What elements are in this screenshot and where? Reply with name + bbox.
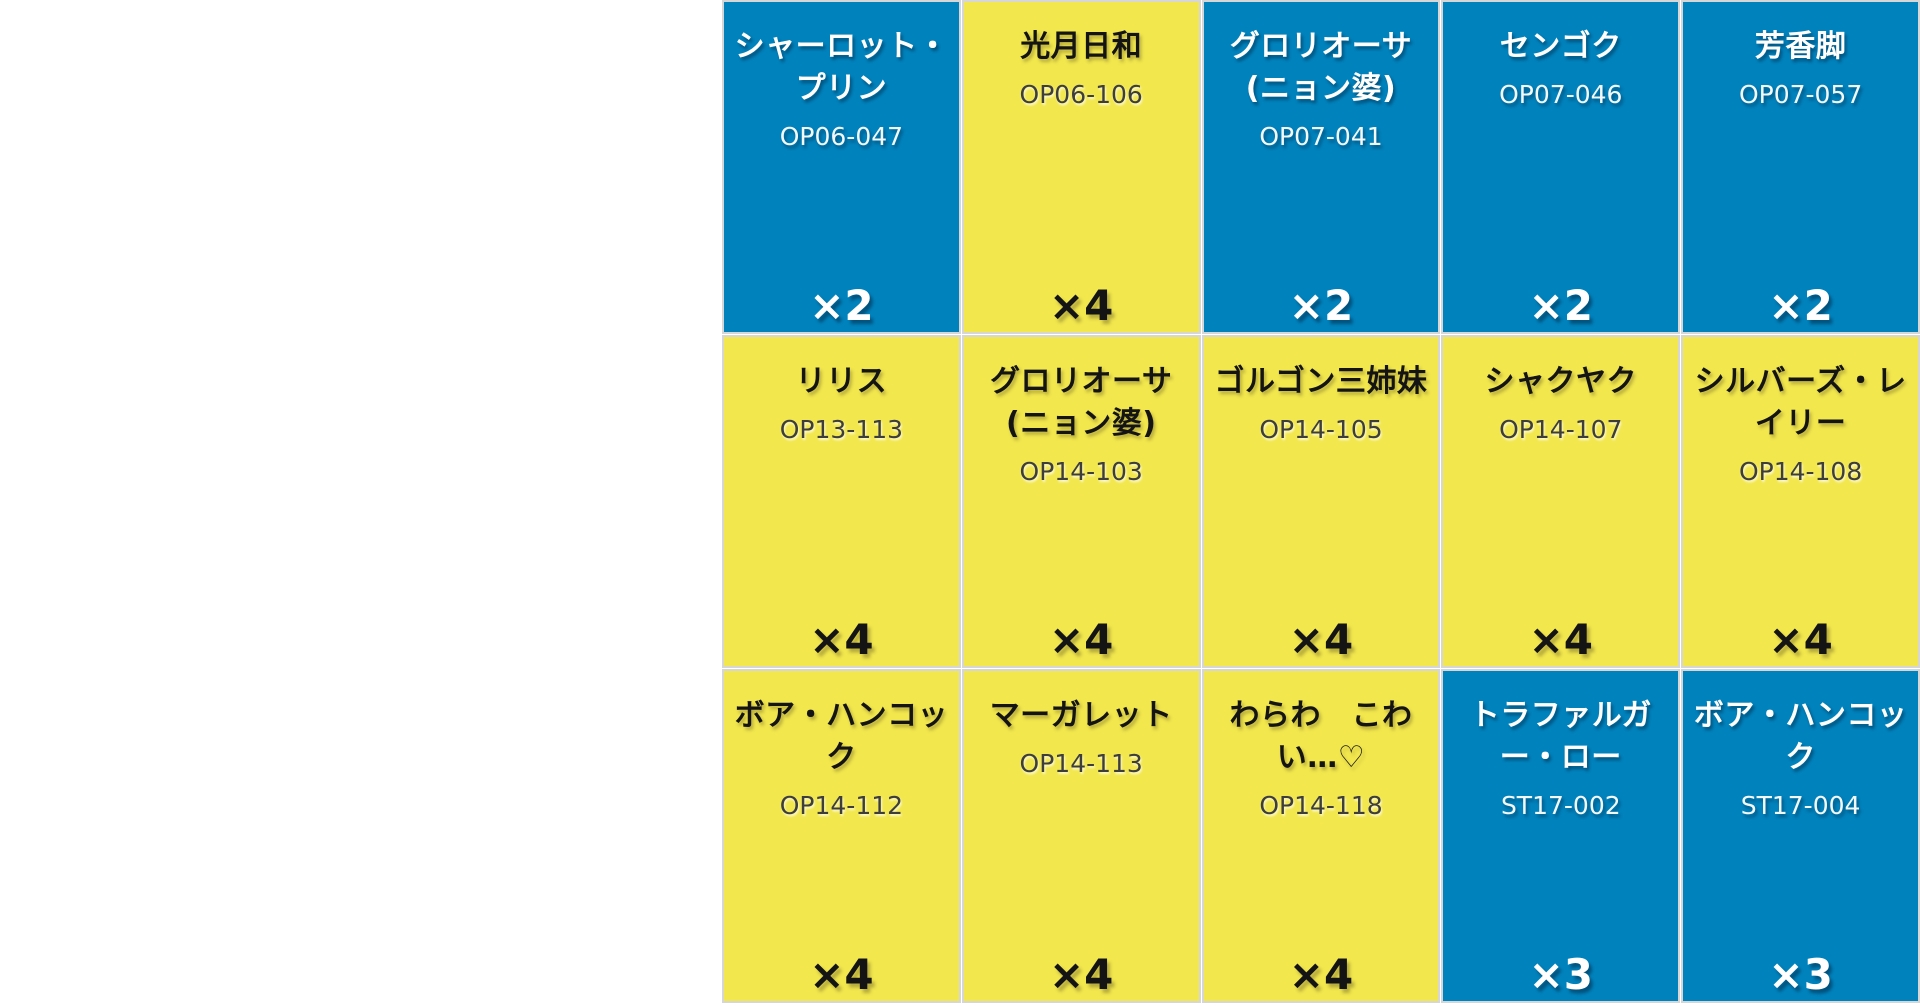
card-name: シャクヤク	[1484, 363, 1638, 399]
card-tile[interactable]: ボア・ハンコック ST17-004 ×3	[1681, 669, 1920, 1003]
card-name: グロリオーサ(ニョン婆)	[1229, 29, 1413, 106]
card-count: ×4	[1768, 615, 1833, 665]
card-count: ×2	[1288, 280, 1354, 330]
card-tile[interactable]: ゴルゴン三姉妹 OP14-105 ×4	[1201, 334, 1441, 669]
card-count: ×2	[809, 280, 874, 330]
card-name: ボア・ハンコック	[734, 698, 949, 776]
card-id: OP14-107	[1499, 414, 1623, 444]
card-count: ×3	[1768, 949, 1833, 999]
card-id: OP07-041	[1259, 122, 1383, 151]
card-id: OP14-105	[1259, 414, 1383, 444]
card-count: ×4	[1288, 615, 1354, 665]
card-name: 芳香脚	[1754, 29, 1847, 64]
card-name: ゴルゴン三姉妹	[1214, 363, 1428, 399]
card-id: OP07-057	[1738, 80, 1863, 109]
card-id: OP07-046	[1499, 80, 1623, 109]
card-name: ボア・ハンコック	[1693, 698, 1908, 776]
card-count: ×4	[809, 949, 874, 999]
card-count: ×4	[1288, 949, 1354, 999]
card-tile[interactable]: シャクヤク OP14-107 ×4	[1441, 334, 1681, 669]
card-tile[interactable]: トラファルガー・ロー ST17-002 ×3	[1441, 669, 1681, 1003]
card-tile[interactable]: シャーロット・プリン OP06-047 ×2	[722, 0, 961, 334]
card-count: ×4	[1048, 280, 1114, 330]
card-name: トラファルガー・ロー	[1469, 698, 1652, 776]
card-tile[interactable]: 芳香脚 OP07-057 ×2	[1681, 0, 1920, 334]
card-tile[interactable]: グロリオーサ(ニョン婆) OP14-103 ×4	[961, 334, 1201, 669]
deck-card-grid: シャーロット・プリン OP06-047 ×2 光月日和 OP06-106 ×4 …	[722, 0, 1920, 1003]
card-tile[interactable]: わらわ こわい…♡ OP14-118 ×4	[1201, 669, 1441, 1003]
card-count: ×4	[1528, 615, 1593, 665]
card-count: ×4	[1048, 615, 1114, 665]
card-name: わらわ こわい…♡	[1229, 698, 1413, 776]
card-count: ×4	[1048, 949, 1114, 999]
card-name: グロリオーサ(ニョン婆)	[989, 363, 1173, 441]
card-count: ×2	[1768, 280, 1833, 330]
card-id: OP06-047	[779, 122, 904, 151]
card-tile[interactable]: センゴク OP07-046 ×2	[1441, 0, 1681, 334]
card-tile[interactable]: マーガレット OP14-113 ×4	[961, 669, 1201, 1003]
card-id: OP14-112	[779, 791, 904, 821]
card-id: OP13-113	[779, 414, 904, 444]
card-id: OP06-106	[1019, 80, 1143, 109]
card-name: マーガレット	[989, 698, 1173, 734]
card-tile[interactable]: グロリオーサ(ニョン婆) OP07-041 ×2	[1201, 0, 1441, 334]
card-id: OP14-118	[1259, 791, 1383, 821]
card-count: ×2	[1528, 280, 1593, 330]
card-name: リリス	[795, 363, 888, 399]
card-count: ×4	[809, 615, 874, 665]
card-tile[interactable]: リリス OP13-113 ×4	[722, 334, 961, 669]
card-tile[interactable]: 光月日和 OP06-106 ×4	[961, 0, 1201, 334]
card-name: シャーロット・プリン	[734, 29, 949, 106]
card-name: シルバーズ・レイリー	[1694, 363, 1907, 441]
card-count: ×3	[1528, 949, 1593, 999]
card-id: ST17-002	[1500, 791, 1621, 821]
card-tile[interactable]: ボア・ハンコック OP14-112 ×4	[722, 669, 961, 1003]
card-name: 光月日和	[1020, 29, 1143, 64]
card-id: OP14-108	[1738, 456, 1863, 486]
card-id: OP14-103	[1019, 456, 1143, 486]
card-id: ST17-004	[1740, 791, 1861, 821]
card-name: センゴク	[1499, 29, 1622, 64]
card-id: OP14-113	[1019, 749, 1143, 779]
card-tile[interactable]: シルバーズ・レイリー OP14-108 ×4	[1681, 334, 1920, 669]
